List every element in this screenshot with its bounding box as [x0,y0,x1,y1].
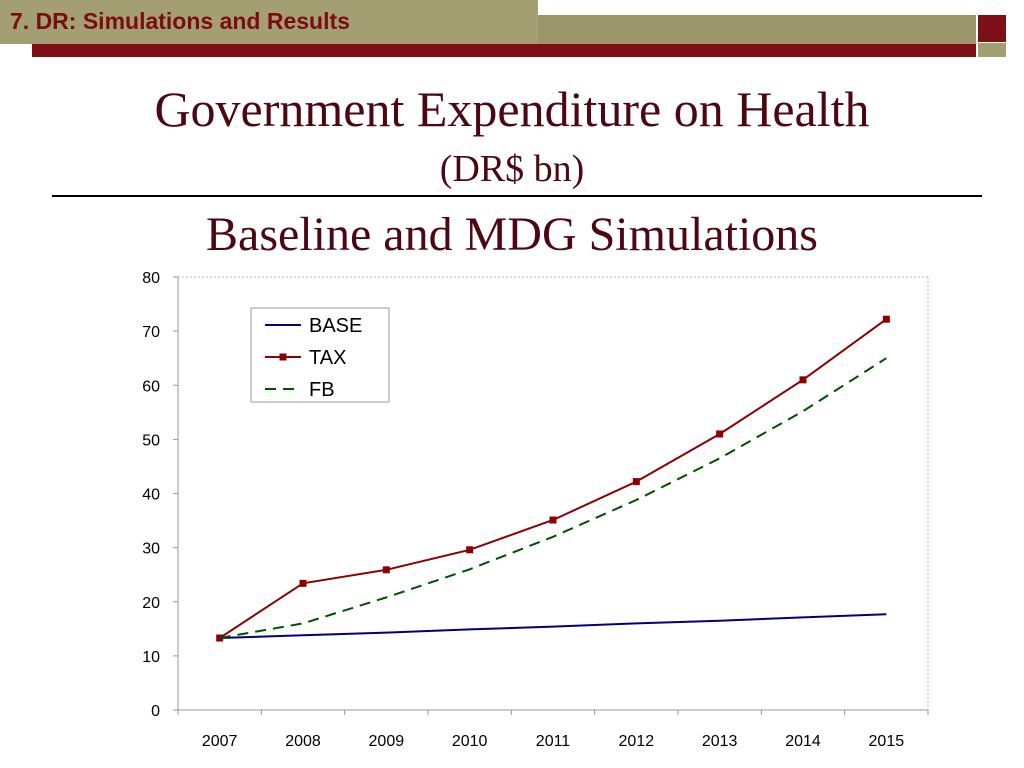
x-tick-label: 2008 [285,733,321,750]
legend-base-label: BASE [309,315,362,337]
legend-tax-marker [279,353,287,361]
y-tick-label: 60 [142,378,160,395]
y-tick-label: 20 [142,595,160,612]
series-tax-point [382,566,390,574]
x-tick-label: 2015 [869,733,905,750]
y-tick-label: 0 [151,703,160,720]
series-tax-point [716,430,724,438]
series-fb-line [219,357,887,639]
series-tax-point [549,516,557,524]
series-tax-point [882,315,890,323]
legend-fb-label: FB [309,379,335,401]
y-tick-label: 70 [142,324,160,341]
y-tick-label: 30 [142,541,160,558]
legend-box [250,307,390,403]
section-tab: 7. DR: Simulations and Results [0,0,538,44]
y-tick-label: 50 [142,432,160,449]
slide-subtitle: Baseline and MDG Simulations [206,208,818,261]
series-base-line [219,613,887,639]
slide-unit: (DR$ bn) [439,148,585,190]
slide-title: Government Expenditure on Health [154,81,870,137]
x-tick-label: 2012 [619,733,655,750]
legend-tax-label: TAX [309,347,346,369]
y-tick-label: 40 [142,487,160,504]
x-tick-label: 2009 [369,733,405,750]
series-tax-point [466,546,474,554]
x-tick-label: 2007 [202,733,238,750]
x-tick-label: 2010 [452,733,488,750]
series-tax-point [632,478,640,486]
series-tax-point [799,376,807,384]
series-tax-point [216,634,224,642]
section-label: 7. DR: Simulations and Results [10,8,350,34]
x-tick-label: 2013 [702,733,738,750]
title-divider [52,195,982,197]
y-tick-label: 80 [142,270,160,287]
y-tick-label: 10 [142,649,160,666]
corner-block-olive [978,43,1006,57]
x-tick-label: 2014 [785,733,821,750]
corner-block-red [978,15,1006,42]
series-tax-point [299,579,307,587]
x-tick-label: 2011 [536,733,571,750]
